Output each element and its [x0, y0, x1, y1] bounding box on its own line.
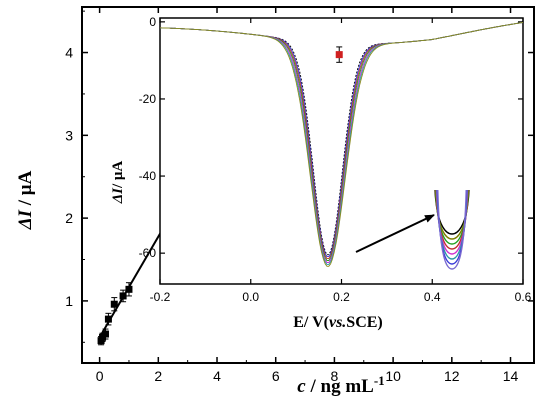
inset-y-tick-label: -20: [139, 92, 157, 106]
main-x-tick-label: 10: [385, 368, 401, 384]
main-x-tick-label: 12: [444, 368, 460, 384]
main-y-axis-title: ΔI / μA: [15, 170, 36, 230]
main-y-tick-label: 3: [65, 127, 73, 143]
main-x-tick-label: 0: [96, 368, 104, 384]
main-data-point: [104, 315, 112, 323]
main-x-tick-label: 14: [503, 368, 519, 384]
inset-x-tick-label: 0.2: [333, 290, 350, 304]
main-x-tick-label: 2: [154, 368, 162, 384]
main-y-tick-label: 2: [65, 210, 73, 226]
main-y-tick-label: 1: [65, 293, 73, 309]
main-x-tick-label: 8: [331, 368, 339, 384]
main-x-axis-unit: / ng mL: [306, 376, 374, 397]
inset-y-axis-var: ΔI: [110, 187, 126, 204]
inset-x-axis-title: E/ V(vs.SCE): [293, 314, 383, 331]
main-y-tick-label: 4: [65, 45, 73, 61]
main-data-point: [119, 292, 127, 300]
main-x-axis-sup: -1: [374, 373, 385, 388]
main-data-point: [125, 285, 133, 293]
inset-x-tick-label: -0.2: [150, 290, 171, 304]
inset-plot: -0.2 0.0 0.2 0.4 0.6 0 -20 -40 -60: [139, 15, 532, 304]
main-x-axis-title: c / ng mL-1: [297, 373, 384, 397]
inset-x-axis-pre: E/ V(: [293, 314, 329, 331]
inset-y-tick-label: -60: [139, 246, 157, 260]
main-x-axis-var: c: [297, 376, 306, 397]
inset-x-tick-label: 0.4: [424, 290, 441, 304]
main-x-tick-label: 4: [213, 368, 221, 384]
inset-y-tick-label: 0: [149, 15, 156, 29]
inset-red-point: [335, 51, 343, 59]
inset-y-axis-unit: / μA: [110, 161, 126, 189]
inset-voltammogram-curve: [159, 21, 524, 267]
inset-x-axis-italic: vs.: [329, 314, 346, 331]
inset-y-axis-title: ΔI/ μA: [110, 161, 126, 205]
inset-x-tick-label: 0.0: [242, 290, 259, 304]
inset-y-tick-label: -40: [139, 169, 157, 183]
main-x-tick-label: 6: [272, 368, 280, 384]
zoom-peak-curve: [437, 189, 467, 270]
inset-x-axis-post: SCE): [346, 314, 382, 331]
zoom-inset: [434, 189, 470, 270]
main-y-axis-var: ΔI: [15, 209, 36, 230]
main-data-point: [101, 330, 109, 338]
zoom-arrow: [355, 214, 435, 253]
main-y-axis-unit: / μA: [15, 170, 36, 210]
main-data-point: [110, 300, 118, 308]
inset-x-tick-label: 0.6: [515, 290, 532, 304]
main-plot-frame: [81, 6, 535, 364]
